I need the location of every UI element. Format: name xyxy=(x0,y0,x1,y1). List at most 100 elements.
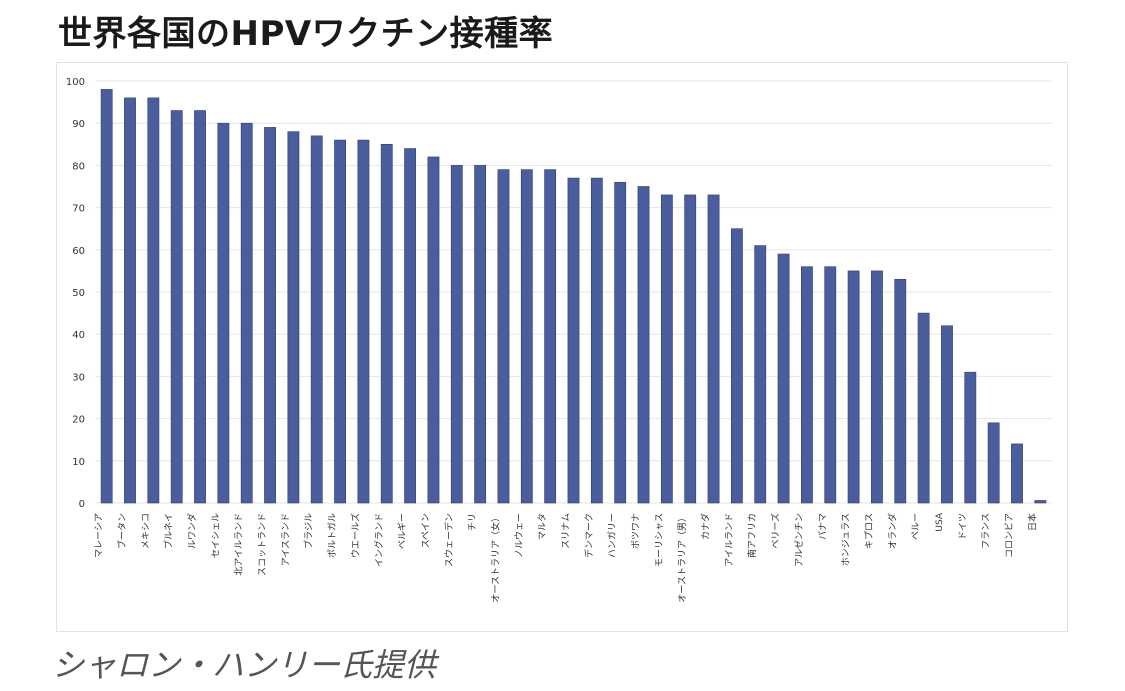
x-tick-label: メキシコ xyxy=(141,513,151,549)
x-tick-label: スコットランド xyxy=(257,513,268,576)
x-tick-label: アルゼンチン xyxy=(793,513,805,567)
x-tick-label: ドイツ xyxy=(958,513,968,540)
bar xyxy=(684,194,697,504)
bar xyxy=(660,194,673,504)
x-tick-label: パナマ xyxy=(817,513,828,540)
bar xyxy=(544,169,557,504)
x-tick-label: セイシェル xyxy=(210,513,221,558)
bar xyxy=(334,139,346,504)
bar xyxy=(520,169,533,504)
y-tick-label: 80 xyxy=(72,161,85,172)
x-tick-label: スウェーデン xyxy=(443,513,455,567)
bar xyxy=(310,135,323,504)
image-credit: シャロン・ハンリー氏提供 xyxy=(52,646,437,684)
x-tick-label: アイルランド xyxy=(724,513,735,567)
x-tick-label: 日本 xyxy=(1026,513,1038,531)
x-tick-label: ベルギー xyxy=(397,513,408,549)
bar xyxy=(614,181,627,504)
bar xyxy=(847,270,860,504)
bar xyxy=(754,245,767,504)
y-tick-label: 0 xyxy=(79,499,85,510)
bar xyxy=(357,139,370,504)
bar xyxy=(964,371,977,504)
bar xyxy=(894,279,907,504)
bar xyxy=(450,165,463,504)
x-tick-label: デンマーク xyxy=(583,513,595,558)
y-tick-label: 60 xyxy=(72,246,85,257)
y-tick-label: 10 xyxy=(72,457,85,468)
x-tick-label: ボツワナ xyxy=(631,513,642,549)
bar xyxy=(777,253,790,504)
bar-chart: 0 10 20 30 40 50 60 70 80 90 100 マレーシア ブータン メキシコ ブルネイ… xyxy=(66,77,1052,603)
y-tick-label: 30 xyxy=(72,372,85,383)
x-tick-label: ブルネイ xyxy=(163,513,175,549)
bar xyxy=(871,270,883,504)
y-tick-label: 20 xyxy=(72,415,85,426)
bar xyxy=(824,266,837,504)
bar xyxy=(941,325,953,504)
x-tick-label: マルタ xyxy=(537,513,548,540)
x-tick-label: 南アフリカ xyxy=(746,513,758,558)
bars xyxy=(100,89,1047,504)
x-tick-label: ブラジル xyxy=(303,513,315,549)
x-tick-label: USA xyxy=(935,512,945,531)
bar xyxy=(474,165,487,504)
y-tick-label: 40 xyxy=(72,330,85,341)
x-tick-label: ハンガリー xyxy=(607,513,618,558)
chart-frame: 0 10 20 30 40 50 60 70 80 90 100 マレーシア ブータン メキシコ ブルネイ… xyxy=(56,62,1068,632)
x-tick-label: ルワンダ xyxy=(186,513,198,549)
bar xyxy=(100,89,113,504)
y-tick-label: 100 xyxy=(66,77,85,88)
bar xyxy=(124,97,136,504)
x-tick-label: アイスランド xyxy=(280,513,291,566)
page-title: 世界各国のHPVワクチン接種率 xyxy=(58,14,554,54)
x-tick-label: ノルウェー xyxy=(514,513,525,558)
bar xyxy=(567,177,580,504)
y-tick-label: 90 xyxy=(72,119,85,130)
x-tick-label: モーリシャス xyxy=(655,513,665,567)
x-tick-label: スリナム xyxy=(561,513,572,549)
x-tick-label: コロンビア xyxy=(1004,513,1015,558)
x-tick-label: スペイン xyxy=(421,513,431,548)
x-tick-label: オーストラリア（女） xyxy=(489,513,501,603)
x-tick-label: ウエールズ xyxy=(349,513,361,558)
bar xyxy=(264,127,276,504)
bar xyxy=(380,144,393,504)
bar xyxy=(427,156,440,504)
bar xyxy=(637,186,650,504)
bar xyxy=(404,148,417,504)
x-tick-label: オランダ xyxy=(886,513,898,549)
x-tick-label: 北アイルランド xyxy=(234,513,245,576)
bar xyxy=(1034,500,1047,504)
x-tick-label: オーストラリア（男） xyxy=(677,513,688,603)
x-tick-label: チリ xyxy=(467,513,478,531)
y-tick-label: 70 xyxy=(72,204,85,215)
bar xyxy=(170,110,183,504)
bar xyxy=(147,97,160,504)
bar xyxy=(707,194,720,504)
bar xyxy=(240,122,253,504)
x-tick-label: ベリーズ xyxy=(770,513,782,549)
bar xyxy=(194,110,206,504)
x-tick-label: イングランド xyxy=(373,513,385,567)
x-tick-label: フランス xyxy=(981,513,992,549)
bar xyxy=(287,131,300,504)
bar xyxy=(801,266,813,504)
bar xyxy=(1011,443,1023,504)
x-tick-label: カナダ xyxy=(700,513,712,540)
bar xyxy=(497,169,510,504)
x-tick-label: ポルトガル xyxy=(327,513,338,558)
x-tick-label: ブータン xyxy=(116,513,128,549)
bar xyxy=(590,177,603,504)
x-axis-labels: マレーシア ブータン メキシコ ブルネイ ルワンダ セイシェル 北アイルランド スコットランド… xyxy=(95,512,1039,602)
x-tick-label: マレーシア xyxy=(95,513,105,558)
x-tick-label: ホンジュラス xyxy=(841,513,852,566)
y-axis-ticks: 0 10 20 30 40 50 60 70 80 90 100 xyxy=(66,77,85,510)
bar xyxy=(730,228,743,504)
x-tick-label: ペルー xyxy=(912,513,922,540)
y-tick-label: 50 xyxy=(72,288,85,299)
bar xyxy=(987,422,1000,504)
bar xyxy=(217,122,230,504)
bar xyxy=(917,312,930,504)
x-tick-label: キプロス xyxy=(864,513,875,549)
